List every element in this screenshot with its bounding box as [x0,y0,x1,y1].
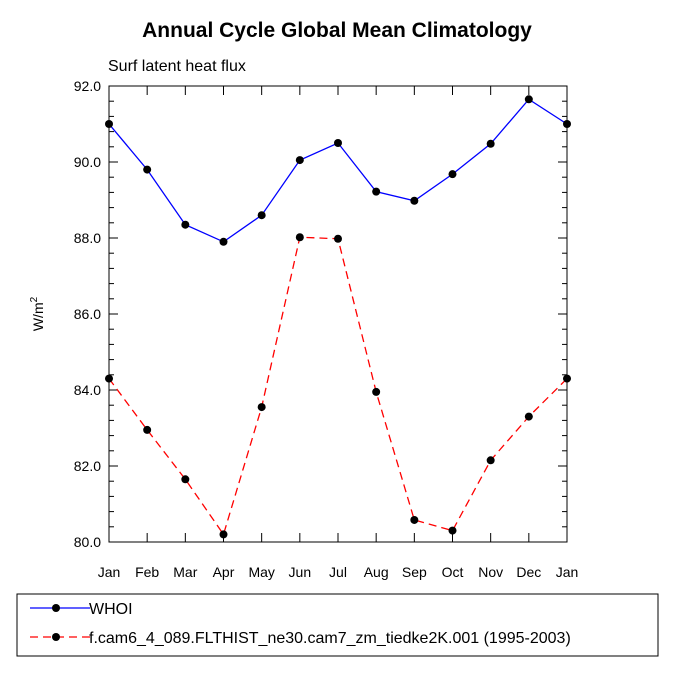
y-tick-label: 88.0 [74,230,101,246]
data-point-whoi [410,196,419,205]
data-point-cam6 [524,412,533,421]
y-tick-label: 92.0 [74,78,101,94]
legend-label-whoi: WHOI [89,601,133,618]
legend-label-cam6: f.cam6_4_089.FLTHIST_ne30.cam7_zm_tiedke… [89,630,571,647]
data-point-cam6 [257,403,266,412]
data-point-cam6 [143,425,152,434]
y-axis-label-base: W/m [30,302,46,331]
data-point-cam6 [486,456,495,465]
data-point-cam6 [334,234,342,243]
data-point-whoi [257,211,266,220]
data-point-whoi [448,170,457,179]
x-tick-label: May [248,564,274,580]
legend-marker-cam6 [52,633,60,641]
legend-marker-whoi [52,604,60,612]
data-point-whoi [524,95,533,104]
chart-subtitle: Surf latent heat flux [108,58,246,75]
x-tick-label: Aug [364,564,389,580]
y-tick-label: 80.0 [74,534,101,550]
data-point-whoi [219,237,228,246]
y-tick-label: 84.0 [74,382,101,398]
data-point-whoi [181,220,190,229]
series-line-whoi [108,98,568,243]
data-point-whoi [334,139,342,147]
data-point-cam6 [295,233,304,242]
y-axis-label: W/m2 [29,296,46,331]
axis-ticks [108,85,568,543]
data-point-whoi [295,156,304,165]
series-line-cam6 [108,236,568,536]
data-point-cam6 [219,530,228,539]
y-axis-label-exponent: 2 [29,296,40,302]
plot-series [105,95,571,539]
chart-title: Annual Cycle Global Mean Climatology [142,19,532,42]
x-tick-label: Jul [329,564,347,580]
y-tick-label: 86.0 [74,306,101,322]
x-tick-label: Nov [478,564,503,580]
data-point-cam6 [410,515,419,524]
legend-box [16,593,659,657]
x-tick-label: Jan [556,564,579,580]
x-tick-label: Jun [289,564,312,580]
data-point-cam6 [448,526,457,535]
plot-frame [108,85,568,543]
y-tick-label: 82.0 [74,458,101,474]
x-tick-labels: Jan Feb Mar Apr May Jun Jul Aug Sep Oct Nov Dec Jan [98,564,579,580]
x-tick-label: Mar [173,564,197,580]
data-point-whoi [372,187,381,196]
y-tick-labels: 80.0 82.0 84.0 86.0 88.0 90.0 92.0 [74,78,101,550]
x-tick-label: Dec [516,564,541,580]
x-tick-label: Apr [213,564,235,580]
x-tick-label: Sep [402,564,427,580]
data-point-whoi [486,139,495,148]
x-tick-label: Oct [442,564,464,580]
data-point-cam6 [181,475,190,484]
x-tick-label: Jan [98,564,121,580]
data-point-cam6 [372,387,381,396]
legend: WHOI f.cam6_4_089.FLTHIST_ne30.cam7_zm_t… [16,593,659,657]
y-tick-label: 90.0 [74,154,101,170]
data-point-whoi [143,165,152,174]
x-tick-label: Feb [135,564,159,580]
